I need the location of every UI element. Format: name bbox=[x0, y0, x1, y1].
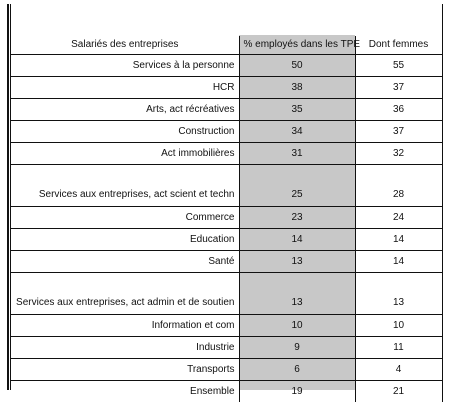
row-women: 28 bbox=[355, 165, 442, 207]
row-pct: 25 bbox=[239, 165, 355, 207]
row-pct: 6 bbox=[239, 359, 355, 381]
row-women: 37 bbox=[355, 77, 442, 99]
row-pct: 50 bbox=[239, 55, 355, 77]
row-label: Act immobilières bbox=[11, 143, 239, 165]
header-row: Salariés des entreprises % employés dans… bbox=[11, 36, 442, 55]
row-women: 13 bbox=[355, 273, 442, 315]
row-women: 55 bbox=[355, 55, 442, 77]
table-row: Arts, act récréatives 35 36 bbox=[11, 99, 442, 121]
row-women: 14 bbox=[355, 251, 442, 273]
row-pct: 9 bbox=[239, 337, 355, 359]
table-row: Transports 6 4 bbox=[11, 359, 442, 381]
row-pct: 35 bbox=[239, 99, 355, 121]
table-row: Act immobilières 31 32 bbox=[11, 143, 442, 165]
row-label: Construction bbox=[11, 121, 239, 143]
row-women: 24 bbox=[355, 207, 442, 229]
table-row: Services à la personne 50 55 bbox=[11, 55, 442, 77]
row-label: Services aux entreprises, act admin et d… bbox=[11, 273, 239, 315]
row-label: HCR bbox=[11, 77, 239, 99]
row-label: Commerce bbox=[11, 207, 239, 229]
header-women: Dont femmes bbox=[355, 36, 442, 55]
table-frame-left bbox=[7, 4, 9, 390]
row-pct: 34 bbox=[239, 121, 355, 143]
table-row: Services aux entreprises, act admin et d… bbox=[11, 273, 442, 315]
row-women: 32 bbox=[355, 143, 442, 165]
row-label: Information et com bbox=[11, 315, 239, 337]
table-row: HCR 38 37 bbox=[11, 77, 442, 99]
row-pct: 10 bbox=[239, 315, 355, 337]
row-label: Industrie bbox=[11, 337, 239, 359]
row-label: Santé bbox=[11, 251, 239, 273]
table-row: Santé 13 14 bbox=[11, 251, 442, 273]
table-row-total: Ensemble 19 21 bbox=[11, 381, 442, 402]
table-row: Industrie 9 11 bbox=[11, 337, 442, 359]
row-label: Transports bbox=[11, 359, 239, 381]
table-row: Construction 34 37 bbox=[11, 121, 442, 143]
table-row: Information et com 10 10 bbox=[11, 315, 442, 337]
row-women: 21 bbox=[355, 381, 442, 402]
table-row: Services aux entreprises, act scient et … bbox=[11, 165, 442, 207]
row-label: Education bbox=[11, 229, 239, 251]
row-label: Services aux entreprises, act scient et … bbox=[11, 165, 239, 207]
row-women: 37 bbox=[355, 121, 442, 143]
row-label: Services à la personne bbox=[11, 55, 239, 77]
row-label: Arts, act récréatives bbox=[11, 99, 239, 121]
row-women: 10 bbox=[355, 315, 442, 337]
row-pct: 23 bbox=[239, 207, 355, 229]
table-row: Commerce 23 24 bbox=[11, 207, 442, 229]
row-women: 11 bbox=[355, 337, 442, 359]
row-pct: 14 bbox=[239, 229, 355, 251]
table-row: Education 14 14 bbox=[11, 229, 442, 251]
header-label: Salariés des entreprises bbox=[11, 36, 239, 55]
row-pct: 13 bbox=[239, 273, 355, 315]
row-pct: 31 bbox=[239, 143, 355, 165]
row-pct: 19 bbox=[239, 381, 355, 402]
header-pct: % employés dans les TPE bbox=[239, 36, 355, 55]
row-pct: 38 bbox=[239, 77, 355, 99]
row-women: 14 bbox=[355, 229, 442, 251]
salaries-table: Salariés des entreprises % employés dans… bbox=[11, 36, 443, 402]
row-women: 4 bbox=[355, 359, 442, 381]
row-label: Ensemble bbox=[11, 381, 239, 402]
row-women: 36 bbox=[355, 99, 442, 121]
row-pct: 13 bbox=[239, 251, 355, 273]
